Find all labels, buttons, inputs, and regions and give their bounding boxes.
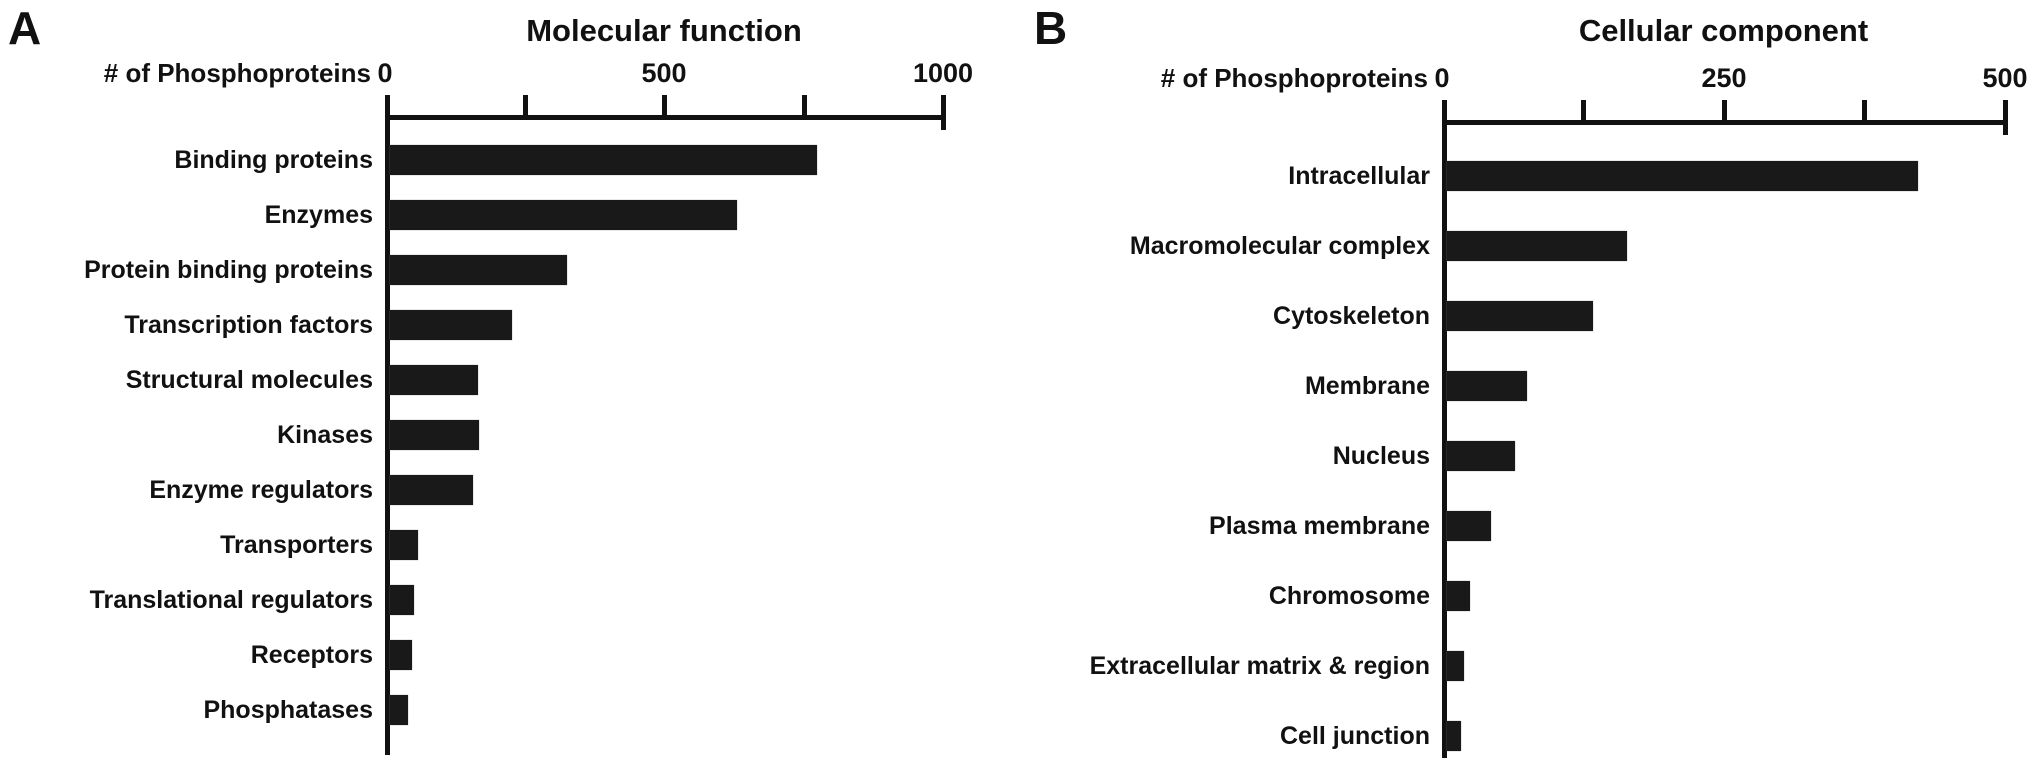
category-label: Kinases xyxy=(277,421,373,449)
x-axis-tick-label: 0 xyxy=(377,58,393,88)
x-axis-label-phosphoproteins-b: # of Phosphoproteins xyxy=(1160,63,1428,93)
category-label: Membrane xyxy=(1304,372,1430,400)
bar-intracellular xyxy=(1447,161,1918,191)
bar-structural-molecules xyxy=(390,365,478,395)
x-axis-line xyxy=(385,115,946,120)
bar-macromolecular-complex xyxy=(1447,231,1627,261)
x-axis-tick-label: 500 xyxy=(1982,63,2028,93)
category-label: Enzymes xyxy=(264,201,373,229)
category-label: Binding proteins xyxy=(174,146,373,174)
category-label: Transcription factors xyxy=(124,311,373,339)
x-axis-tick-label: 1000 xyxy=(912,58,974,88)
bar-binding-proteins xyxy=(390,145,817,175)
bar-extracellular-matrix-region xyxy=(1447,651,1464,681)
x-axis-tick xyxy=(2003,100,2008,135)
chart-title-molecular-function: Molecular function xyxy=(526,13,802,48)
category-label: Protein binding proteins xyxy=(84,256,373,284)
category-label: Translational regulators xyxy=(89,586,373,614)
bar-kinases xyxy=(390,420,479,450)
panel-letter-a: A xyxy=(8,2,42,54)
x-axis-line xyxy=(1442,120,2008,125)
category-label: Macromolecular complex xyxy=(1129,232,1430,260)
category-label: Plasma membrane xyxy=(1209,512,1430,540)
x-axis-tick xyxy=(941,95,946,130)
x-axis-label-phosphoproteins-a: # of Phosphoproteins xyxy=(103,58,371,88)
category-label: Structural molecules xyxy=(125,366,373,394)
y-axis-line xyxy=(1442,100,1447,758)
panel-letter-b: B xyxy=(1034,2,1068,54)
bar-protein-binding-proteins xyxy=(390,255,567,285)
x-axis-tick-label: 0 xyxy=(1434,63,1450,93)
x-axis-tick xyxy=(523,95,528,115)
category-label: Transporters xyxy=(220,531,373,559)
bar-membrane xyxy=(1447,371,1527,401)
bar-enzyme-regulators xyxy=(390,475,473,505)
bar-plasma-membrane xyxy=(1447,511,1491,541)
category-label: Phosphatases xyxy=(203,696,373,724)
bar-translational-regulators xyxy=(390,585,414,615)
category-label: Cell junction xyxy=(1280,722,1430,750)
bar-receptors xyxy=(390,640,412,670)
x-axis-tick-label: 250 xyxy=(1701,63,1747,93)
category-label: Receptors xyxy=(250,641,373,669)
category-label: Extracellular matrix & region xyxy=(1089,652,1430,680)
x-axis-tick-label: 500 xyxy=(641,58,687,88)
category-label: Enzyme regulators xyxy=(149,476,373,504)
bar-phosphatases xyxy=(390,695,408,725)
x-axis-tick xyxy=(802,95,807,115)
x-axis-tick xyxy=(1581,100,1586,120)
chart-title-cellular-component: Cellular component xyxy=(1578,13,1869,48)
bar-enzymes xyxy=(390,200,737,230)
category-label: Chromosome xyxy=(1268,582,1430,610)
x-axis-tick xyxy=(1722,100,1727,120)
category-label: Intracellular xyxy=(1288,162,1430,190)
x-axis-tick xyxy=(662,95,667,115)
bar-chromosome xyxy=(1447,581,1470,611)
bar-transporters xyxy=(390,530,418,560)
bar-cytoskeleton xyxy=(1447,301,1593,331)
plot-area-b: 0 250 500 Intracellular Macromolecular compl… xyxy=(1090,63,2028,758)
y-axis-line xyxy=(385,95,390,755)
bar-cell-junction xyxy=(1447,721,1461,751)
bar-nucleus xyxy=(1447,441,1515,471)
category-label: Cytoskeleton xyxy=(1273,302,1430,330)
bar-transcription-factors xyxy=(390,310,512,340)
plot-area-a: 0 500 1000 Binding proteins Enzymes Protein b… xyxy=(84,58,973,755)
x-axis-tick xyxy=(1862,100,1867,120)
category-label: Nucleus xyxy=(1332,442,1430,470)
